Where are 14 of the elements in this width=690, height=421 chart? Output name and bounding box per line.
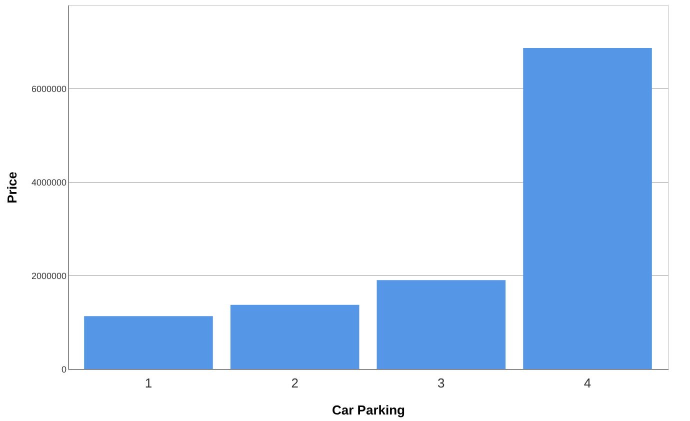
x-tick-label: 4: [584, 376, 592, 390]
bar: [376, 280, 506, 369]
x-tick-label: 3: [438, 376, 445, 390]
y-tick-label: 2000000: [31, 270, 66, 281]
bar: [230, 304, 360, 369]
y-axis-title: Price: [4, 172, 20, 204]
x-tick-label: 1: [144, 376, 152, 390]
bar: [84, 316, 213, 369]
x-tick-label: 2: [291, 376, 298, 390]
x-axis-title: Car Parking: [332, 402, 406, 418]
y-tick-label: 6000000: [31, 84, 66, 94]
y-tick-label: 4000000: [31, 177, 66, 188]
y-tick-label: 0: [61, 364, 66, 374]
bar: [523, 48, 652, 369]
